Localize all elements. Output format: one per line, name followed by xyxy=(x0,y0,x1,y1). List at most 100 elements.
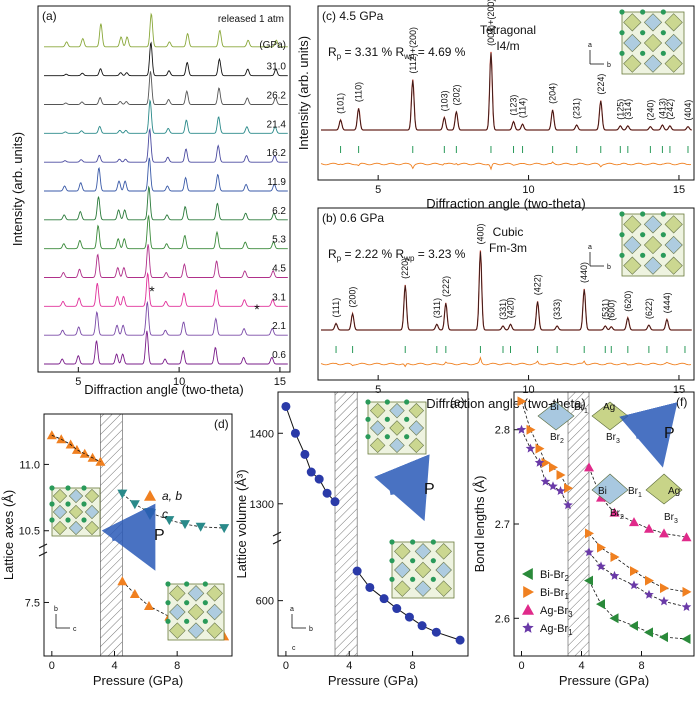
volume-data-point xyxy=(379,594,389,604)
crystal-structure-icon-octahedron xyxy=(623,256,642,275)
br1-label-main: Br xyxy=(628,486,639,497)
bond-data-point-1 xyxy=(541,457,551,468)
hkl-label: (200) xyxy=(348,287,358,308)
hkl-label: (202) xyxy=(451,85,461,106)
br3-label: Br3 xyxy=(664,512,678,525)
panel-b-frame xyxy=(317,207,695,381)
crystal-structure-icon-atom xyxy=(619,232,625,238)
crystal-axes-icon: ab xyxy=(588,42,611,69)
cubic-structure-icon-atom xyxy=(365,399,371,405)
hkl-label: (331) xyxy=(498,299,508,320)
tetragonal-structure-icon xyxy=(165,581,225,641)
crystal-structure-icon-atom xyxy=(619,50,625,56)
volume-data-point xyxy=(322,488,332,498)
data-point-c xyxy=(129,500,140,510)
bi-label: Bi xyxy=(550,402,559,413)
hkl-label: (112)+(200) xyxy=(408,27,418,74)
tetragonal-structure-icon-atom xyxy=(410,576,416,582)
data-point-ab xyxy=(129,588,140,598)
gpa-unit-label: (GPa) xyxy=(259,40,286,51)
br3-label: Br3 xyxy=(606,432,620,445)
bond-data-point-2 xyxy=(644,523,654,533)
bond-data-point-0 xyxy=(681,634,691,645)
panel-a-label: (a) xyxy=(42,9,57,23)
tetragonal-structure-icon-atom xyxy=(165,618,171,624)
panel-d-label: (d) xyxy=(214,417,229,431)
hkl-label: (240) xyxy=(645,100,655,121)
axis-break xyxy=(272,531,282,545)
br3-label-sub: 3 xyxy=(674,518,678,525)
cubic-structure-icon-atom xyxy=(49,485,55,491)
br2-label-sub: 2 xyxy=(560,438,564,445)
pattern-line-5 xyxy=(44,185,288,221)
x-tick-label: 8 xyxy=(174,660,180,672)
hkl-label: (440) xyxy=(579,262,589,283)
x-tick-label: 5 xyxy=(375,184,381,196)
tetragonal-structure-icon-octahedron xyxy=(187,585,205,602)
cubic-structure-icon-atom xyxy=(81,517,87,523)
tetragonal-structure-icon-atom xyxy=(430,576,436,582)
br3-label-main: Br xyxy=(664,512,675,523)
cubic-structure-icon-atom xyxy=(65,517,71,523)
x-tick-label: 0 xyxy=(283,660,289,672)
bi-octahedron xyxy=(591,473,629,505)
cubic-structure-icon-octahedron xyxy=(369,420,386,436)
tetragonal-structure-icon-octahedron xyxy=(394,580,411,597)
crystal-structure-icon-atom xyxy=(660,9,666,15)
y-tick-label: 7.5 xyxy=(25,597,40,609)
hkl-label: (622) xyxy=(644,298,654,319)
y-tick-label: 11.0 xyxy=(19,459,40,471)
cubic-structure-icon-atom xyxy=(384,399,390,405)
x-tick-label: 10 xyxy=(522,384,534,396)
tetragonal-structure-icon-atom xyxy=(165,581,171,587)
x-tick-label: 0 xyxy=(518,660,524,672)
cubic-structure-icon-octahedron xyxy=(369,402,386,419)
pressure-label-9: 26.2 xyxy=(267,91,287,102)
bond-data-point-2 xyxy=(659,528,669,538)
pressure-label-8: 21.4 xyxy=(267,119,287,130)
pattern-line-10 xyxy=(44,41,288,77)
cubic-structure-icon-octahedron xyxy=(68,504,84,520)
space-group-label: Fm-3m xyxy=(489,241,527,255)
legend-label-main: Bi-Br xyxy=(540,569,565,581)
rp-val: = 2.22 % R xyxy=(341,247,404,261)
hkl-label: (620) xyxy=(623,291,633,312)
tetragonal-structure-icon-atom xyxy=(202,618,208,624)
br2-label-main: Br xyxy=(550,432,561,443)
y-axis-label: Bond lengths (Å) xyxy=(472,476,487,573)
hkl-label: (531) xyxy=(600,299,610,320)
data-point-c xyxy=(117,489,128,499)
crystal-structure-icon-octahedron xyxy=(643,13,663,32)
legend-marker xyxy=(144,509,156,520)
pattern-line-6 xyxy=(44,157,288,192)
fit-line xyxy=(588,552,687,608)
y-tick-label: 2.6 xyxy=(495,613,510,625)
crystal-structure-icon-atom xyxy=(619,9,625,15)
bond-data-point-3 xyxy=(659,596,669,606)
legend-label: Bi-Br1 xyxy=(540,587,569,601)
x-tick-label: 5 xyxy=(75,376,81,388)
panel-f-label: (f) xyxy=(676,395,687,409)
bond-data-point-0 xyxy=(584,575,593,586)
tetragonal-structure-icon-atom xyxy=(184,600,190,606)
transition-region xyxy=(334,391,358,657)
rwp-sub: wp xyxy=(403,254,415,263)
tetragonal-structure-icon-octahedron xyxy=(187,603,205,621)
br2-label-sub: 2 xyxy=(620,514,624,521)
crystal-axes-c-label: c xyxy=(292,645,296,652)
bond-data-point-2 xyxy=(584,462,594,472)
legend-label: c xyxy=(162,507,168,521)
cubic-structure-icon-atom xyxy=(65,485,71,491)
crystal-structure-icon-atom xyxy=(660,211,666,217)
crystal-structure-icon-atom xyxy=(640,50,646,56)
phase-label: Tetragonal xyxy=(480,23,536,37)
volume-data-point xyxy=(306,467,316,477)
cubic-structure-icon-atom xyxy=(404,416,410,422)
pattern-line-3 xyxy=(44,244,288,278)
bond-data-point-2 xyxy=(681,532,692,542)
data-point-ab xyxy=(95,456,106,466)
